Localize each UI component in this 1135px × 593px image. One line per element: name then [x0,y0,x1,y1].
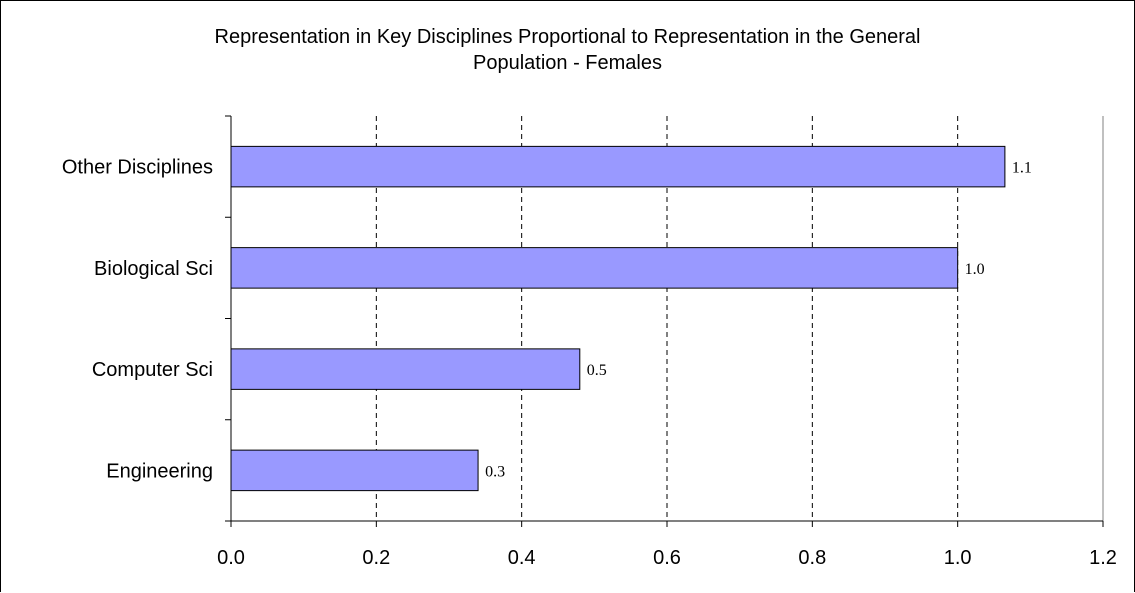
data-label-0: 1.1 [1012,160,1032,177]
x-tick-label-4: 0.8 [798,547,826,569]
data-label-3: 0.3 [485,463,505,480]
chart-title-line-2: Population - Females [473,52,662,74]
category-label-3: Engineering [106,460,213,482]
bar-1 [230,247,959,289]
chart-title: Representation in Key Disciplines Propor… [0,24,1135,76]
x-tick-label-0: 0.0 [217,547,245,569]
x-tick-label-1: 0.2 [362,547,390,569]
category-label-1: Biological Sci [94,258,213,280]
bar-0 [230,145,1006,188]
x-tick-label-3: 0.6 [653,547,681,569]
chart-title-line-1: Representation in Key Disciplines Propor… [214,26,921,48]
category-label-0: Other Disciplines [62,157,213,179]
data-label-2: 0.5 [587,362,607,379]
data-label-1: 1.0 [965,261,985,278]
category-label-2: Computer Sci [92,359,213,381]
x-tick-label-2: 0.4 [508,547,536,569]
x-tick-label-5: 1.0 [944,547,972,569]
bar-3 [230,449,479,492]
bar-2 [230,348,581,390]
x-tick-label-6: 1.2 [1089,547,1117,569]
